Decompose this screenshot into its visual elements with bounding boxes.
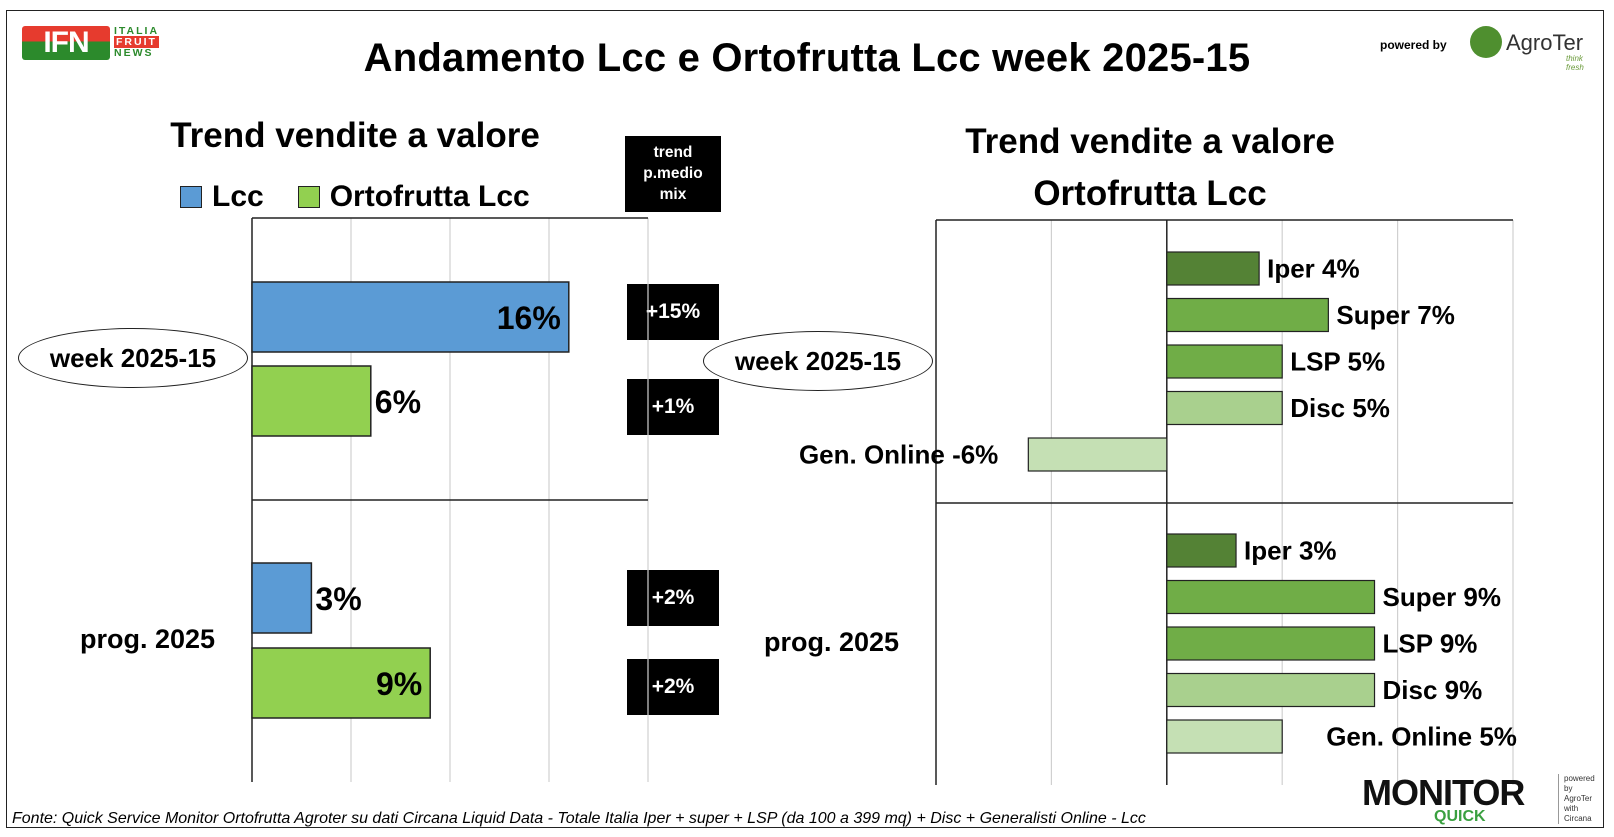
monitor-logo-side3: with bbox=[1564, 804, 1579, 813]
data-label: 6% bbox=[375, 384, 421, 420]
trend-header: trend p.medio mix bbox=[625, 136, 721, 212]
data-label: Gen. Online -6% bbox=[799, 440, 998, 470]
ifn-logo-line3: NEWS bbox=[114, 47, 154, 59]
right-chart-title: Trend vendite a valore Ortofrutta Lcc bbox=[900, 116, 1400, 220]
left-row-label-week: week 2025-15 bbox=[18, 328, 248, 388]
legend-label-ortofrutta: Ortofrutta Lcc bbox=[329, 180, 530, 213]
agroter-logo-tagline: think fresh bbox=[1566, 54, 1584, 72]
ifn-logo: IFN ITALIA FRUIT NEWS bbox=[22, 26, 172, 66]
tree-icon bbox=[1470, 26, 1502, 58]
page-frame bbox=[6, 10, 1604, 828]
data-label: Disc 5% bbox=[1290, 393, 1390, 423]
monitor-logo-main: MONITOR bbox=[1362, 772, 1525, 813]
legend-item-ortofrutta: Ortofrutta Lcc bbox=[297, 180, 530, 214]
data-label: 16% bbox=[497, 300, 561, 336]
bar-disc bbox=[1166, 390, 1283, 426]
data-label: Iper 3% bbox=[1244, 536, 1337, 566]
monitor-quick-logo: MONITOR QUICK powered by AgroTer with Ci… bbox=[1362, 772, 1602, 825]
agroter-logo: AgroTer think fresh bbox=[1470, 26, 1600, 72]
bar-gen-online bbox=[1166, 719, 1283, 754]
trend-header-line2: p.medio bbox=[643, 165, 703, 182]
legend-swatch-ortofrutta bbox=[297, 186, 320, 208]
legend-label-lcc: Lcc bbox=[212, 180, 264, 213]
data-label: LSP 9% bbox=[1383, 629, 1478, 659]
trend-box-week-ortofrutta: +1% bbox=[627, 379, 719, 435]
right-row-label-prog: prog. 2025 bbox=[764, 627, 900, 657]
bar-disc bbox=[1166, 672, 1376, 708]
legend-swatch-lcc bbox=[180, 186, 202, 208]
ifn-logo-mark: IFN bbox=[22, 26, 110, 60]
monitor-logo-sub: QUICK bbox=[1434, 808, 1486, 825]
agroter-logo-name: AgroTer bbox=[1506, 30, 1584, 55]
data-label: Disc 9% bbox=[1383, 675, 1483, 705]
powered-by-label: powered by bbox=[1380, 38, 1447, 52]
left-row-label-prog: prog. 2025 bbox=[80, 624, 216, 654]
trend-header-line1: trend bbox=[653, 144, 693, 161]
bar-ortofrutta-lcc bbox=[251, 647, 431, 719]
bar-ortofrutta-lcc bbox=[251, 365, 372, 437]
bar-lsp bbox=[1166, 344, 1283, 379]
bar-lcc bbox=[251, 281, 570, 353]
trend-box-prog-ortofrutta: +2% bbox=[627, 659, 719, 715]
legend-item-lcc: Lcc bbox=[180, 180, 264, 214]
data-label: Super 9% bbox=[1383, 582, 1502, 612]
ifn-logo-line1: ITALIA bbox=[114, 25, 160, 37]
left-chart-legend: Lcc Ortofrutta Lcc bbox=[180, 180, 554, 214]
bar-super bbox=[1166, 579, 1376, 615]
trend-header-line3: mix bbox=[659, 186, 687, 203]
monitor-logo-side1: powered by bbox=[1564, 774, 1595, 793]
data-label: Gen. Online 5% bbox=[1326, 722, 1517, 752]
trend-box-week-lcc: +15% bbox=[627, 284, 719, 340]
bar-gen-online bbox=[1027, 437, 1168, 472]
bar-lcc bbox=[251, 562, 313, 634]
data-label: Super 7% bbox=[1336, 300, 1455, 330]
right-chart-title-line1: Trend vendite a valore bbox=[965, 122, 1335, 161]
data-label: 3% bbox=[315, 581, 361, 617]
ifn-logo-line2: FRUIT bbox=[114, 36, 159, 48]
bar-iper bbox=[1166, 533, 1237, 568]
data-label: LSP 5% bbox=[1290, 347, 1385, 377]
right-chart-title-line2: Ortofrutta Lcc bbox=[1033, 174, 1267, 213]
data-label: 9% bbox=[376, 666, 422, 702]
left-chart-title: Trend vendite a valore bbox=[170, 116, 540, 155]
data-label: Iper 4% bbox=[1267, 254, 1360, 284]
right-row-label-week: week 2025-15 bbox=[703, 331, 933, 391]
bar-lsp bbox=[1166, 626, 1376, 661]
monitor-logo-side4: Circana bbox=[1564, 814, 1592, 823]
footer-source: Fonte: Quick Service Monitor Ortofrutta … bbox=[12, 810, 1146, 827]
monitor-logo-side2: AgroTer bbox=[1564, 794, 1593, 803]
trend-box-prog-lcc: +2% bbox=[627, 570, 719, 626]
bar-super bbox=[1166, 297, 1329, 333]
bar-iper bbox=[1166, 251, 1260, 286]
page-title: Andamento Lcc e Ortofrutta Lcc week 2025… bbox=[363, 36, 1251, 80]
monitor-logo-side: powered by AgroTer with Circana bbox=[1558, 774, 1602, 824]
